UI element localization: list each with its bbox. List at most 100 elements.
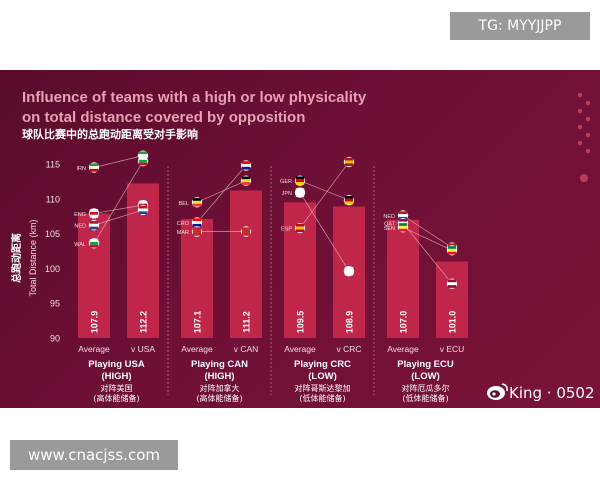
flag-stripe [192, 227, 202, 231]
team-connector-line [402, 227, 453, 251]
y-axis-label: Total Distance (km) [28, 219, 38, 296]
flag-icon [191, 226, 203, 237]
group-level: (LOW) [411, 371, 440, 382]
flag-stripe [447, 251, 457, 255]
team-code-label: QAT [384, 222, 396, 228]
team-connector-line [299, 192, 350, 272]
team-code-label: JPN [282, 191, 292, 197]
flag-stripe [447, 246, 457, 249]
flag-stripe [138, 154, 148, 158]
flag-stripe [398, 225, 408, 229]
team-code-label: GER [280, 179, 292, 185]
flag-stripe [295, 223, 305, 227]
chart-subtitle: 球队比赛中的总跑动距离受对手影响 [22, 127, 198, 141]
flag-icon [294, 175, 306, 186]
flag-icon [240, 226, 252, 237]
flag-stripe [89, 244, 99, 248]
flag-stripe [295, 226, 305, 230]
flag-stripe [138, 205, 148, 209]
flag-stripe [138, 211, 148, 215]
flag-stripe [398, 214, 408, 217]
flag-stripe [344, 198, 354, 202]
group-level: (HIGH) [101, 371, 131, 382]
flag-icon [88, 162, 100, 173]
flag-stripe [89, 163, 99, 167]
team-connector-line [196, 180, 247, 203]
flag-stripe [138, 159, 148, 163]
flag-icon [191, 217, 203, 228]
flag-stripe [241, 163, 251, 167]
decorative-dots [577, 92, 591, 182]
group-title-cn: 对阵美国 [101, 383, 133, 393]
team-connector-line [299, 180, 350, 201]
flag-icon [88, 220, 100, 231]
flag-stripe [295, 182, 305, 185]
flag-stripe [295, 179, 305, 183]
team-code-label: NED [383, 214, 395, 220]
flag-stripe [295, 229, 305, 233]
flag-icon [191, 197, 203, 208]
flag-stripe [89, 221, 99, 224]
flag-icon [137, 156, 149, 167]
flag-icon [88, 208, 100, 219]
flag-stripe [398, 211, 408, 215]
team-code-label: CRO [177, 221, 190, 227]
flag-stripe [447, 282, 457, 286]
flag-stripe [89, 241, 99, 245]
team-code-label: ENG [74, 212, 86, 218]
bar-value-label: 107.1 [193, 311, 203, 334]
flag-stripe [89, 214, 99, 218]
group-title: Playing CAN [191, 359, 248, 370]
flag-stripe [192, 198, 202, 201]
team-code-label: MAR [177, 230, 189, 236]
group-level-cn: (低体能储备) [299, 393, 345, 403]
weibo-watermark: King · 0502 [487, 383, 595, 402]
flag-stripe [295, 193, 305, 197]
flag-stripe [241, 230, 251, 233]
group-level: (LOW) [308, 371, 337, 382]
group-title-cn: 对阵加拿大 [200, 383, 240, 393]
bar [387, 219, 419, 338]
flag-icon [446, 245, 458, 256]
flag-icon [343, 156, 355, 168]
flag-stripe [138, 157, 148, 160]
flag-stripe [344, 272, 354, 276]
group-title: Playing ECU [397, 359, 454, 370]
flag-stripe [447, 243, 457, 247]
group-level-cn: (高体能储备) [93, 393, 139, 403]
bar-value-label: 108.9 [345, 311, 355, 334]
flag-stripe [398, 228, 408, 232]
flag-stripe [89, 239, 99, 242]
flag-stripe [192, 200, 202, 204]
y-axis-label-cn: 总跑动距离 [10, 233, 23, 283]
flag-stripe [344, 195, 354, 199]
flag-stripe [344, 266, 354, 270]
team-code-label: BEL [179, 201, 189, 207]
flag-stripe [344, 163, 354, 167]
flag-stripe [447, 279, 457, 283]
flag-stripe [138, 208, 148, 212]
x-tick-label: v USA [131, 344, 155, 354]
flag-icon [137, 204, 149, 216]
flag-stripe [192, 223, 202, 227]
chart-title-line-2: on total distance covered by opposition [22, 109, 305, 126]
y-tick-label: 105 [45, 229, 60, 239]
team-code-label: SEN [384, 226, 395, 232]
flag-stripe [447, 248, 457, 252]
flag-icon [343, 194, 355, 206]
flag-stripe [344, 157, 354, 161]
flag-stripe [192, 203, 202, 207]
team-code-label: IRN [77, 166, 87, 172]
flag-stripe [192, 218, 202, 222]
flag-icon [294, 222, 306, 234]
x-tick-label: Average [181, 344, 213, 354]
x-tick-label: Average [387, 344, 419, 354]
bar-value-label: 111.2 [242, 311, 252, 333]
group-title-cn: 对阵哥斯达黎加 [295, 383, 351, 393]
flag-stripe [344, 160, 354, 164]
flag-stripe [192, 232, 202, 236]
bar-value-label: 101.0 [448, 311, 458, 334]
flag-stripe [138, 151, 148, 155]
